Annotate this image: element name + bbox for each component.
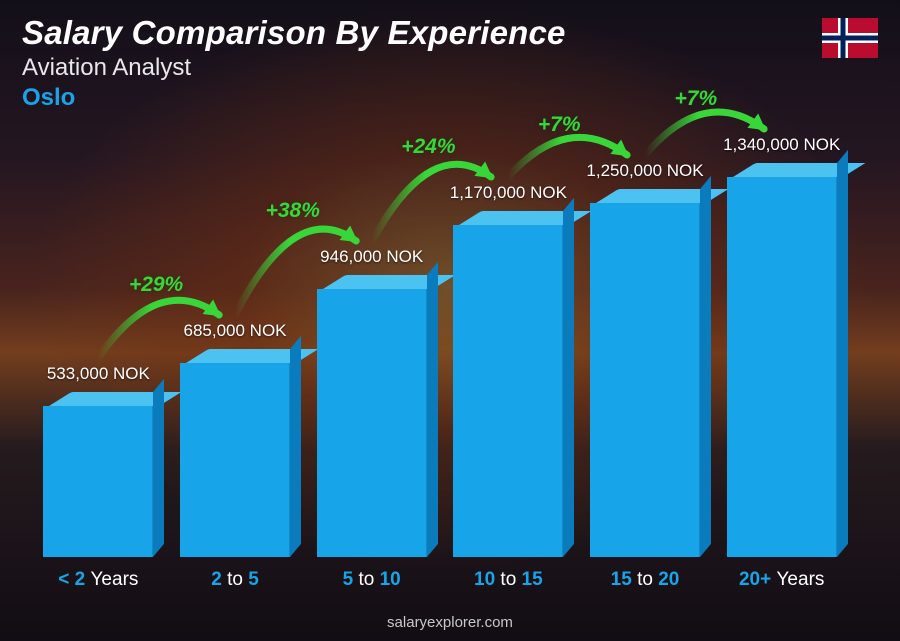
increase-percent-label: +7% xyxy=(675,87,718,111)
header: Salary Comparison By Experience Aviation… xyxy=(22,14,566,112)
bar-value-label: 1,340,000 NOK xyxy=(723,135,840,155)
norway-flag-icon xyxy=(822,18,878,58)
bar-category-label: 2 to 5 xyxy=(211,569,259,591)
bar-category-label: 15 to 20 xyxy=(611,569,680,591)
bar-category-label: 5 to 10 xyxy=(343,569,401,591)
increase-percent-label: +24% xyxy=(401,135,455,159)
bar-group: 1,250,000 NOK 15 to 20 xyxy=(583,161,708,591)
bar-group: 1,340,000 NOK 20+ Years xyxy=(719,135,844,591)
bar-group: 946,000 NOK 5 to 10 xyxy=(309,247,434,591)
bar-group: 533,000 NOK < 2 Years xyxy=(36,364,161,591)
page-subtitle: Aviation Analyst xyxy=(22,54,566,82)
bar xyxy=(43,392,153,557)
footer-credit: salaryexplorer.com xyxy=(0,614,900,631)
bar-chart: 533,000 NOK < 2 Years 685,000 NOK 2 to 5 946… xyxy=(30,130,850,591)
bar-value-label: 685,000 NOK xyxy=(184,321,287,341)
bar xyxy=(590,189,700,557)
page-location: Oslo xyxy=(22,84,566,112)
bar-category-label: < 2 Years xyxy=(58,569,138,591)
bar-group: 1,170,000 NOK 10 to 15 xyxy=(446,183,571,591)
infographic-container: Salary Comparison By Experience Aviation… xyxy=(0,0,900,641)
bar-value-label: 1,170,000 NOK xyxy=(450,183,567,203)
bar-category-label: 20+ Years xyxy=(739,569,824,591)
page-title: Salary Comparison By Experience xyxy=(22,14,566,52)
bar-value-label: 533,000 NOK xyxy=(47,364,150,384)
bar-value-label: 1,250,000 NOK xyxy=(586,161,703,181)
bar-group: 685,000 NOK 2 to 5 xyxy=(173,321,298,591)
bar xyxy=(453,211,563,557)
increase-percent-label: +29% xyxy=(129,273,183,297)
bar xyxy=(180,349,290,557)
bar-value-label: 946,000 NOK xyxy=(320,247,423,267)
increase-percent-label: +38% xyxy=(266,199,320,223)
bar xyxy=(727,163,837,557)
bar-category-label: 10 to 15 xyxy=(474,569,543,591)
bar xyxy=(317,275,427,557)
increase-percent-label: +7% xyxy=(538,113,581,137)
